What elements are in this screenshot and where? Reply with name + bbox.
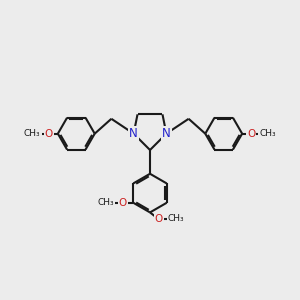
Text: CH₃: CH₃ xyxy=(260,129,276,138)
Text: N: N xyxy=(129,127,138,140)
Text: O: O xyxy=(247,129,255,139)
Text: CH₃: CH₃ xyxy=(97,198,114,207)
Text: CH₃: CH₃ xyxy=(168,214,184,224)
Text: O: O xyxy=(119,198,127,208)
Text: O: O xyxy=(155,214,163,224)
Text: O: O xyxy=(45,129,53,139)
Text: CH₃: CH₃ xyxy=(24,129,40,138)
Text: N: N xyxy=(162,127,171,140)
